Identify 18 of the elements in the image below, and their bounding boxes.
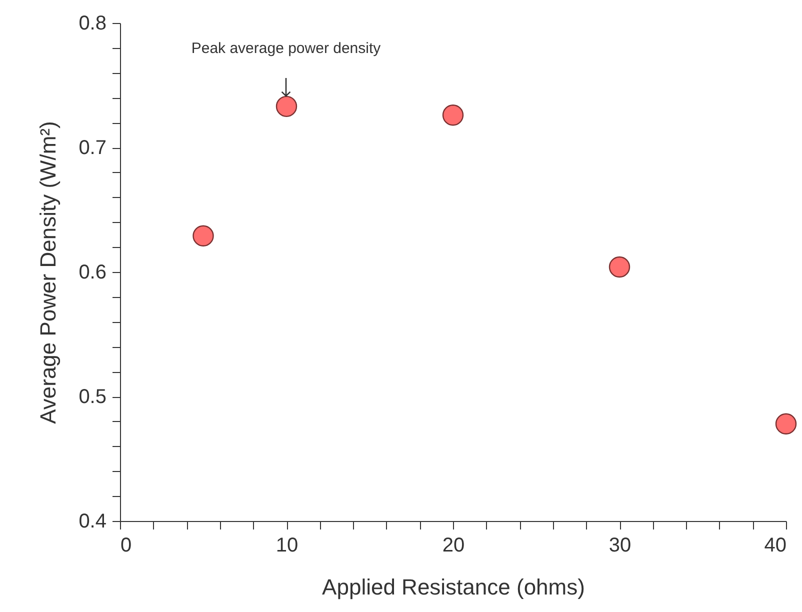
point	[192, 225, 214, 246]
point	[775, 413, 797, 434]
x-tick-label: 0	[120, 534, 132, 556]
x-tick-label: 40	[764, 534, 786, 556]
y-tick-label: 0.6	[78, 262, 106, 284]
y-tick-label: 0.8	[78, 12, 106, 34]
x-tick-label: 30	[608, 534, 632, 556]
y-tick-label: 0.5	[78, 386, 106, 408]
x-tick-label: 10	[276, 534, 298, 556]
y-tick-label: 0.7	[78, 137, 106, 159]
y-tick-label: 0.4	[78, 510, 106, 532]
point	[608, 256, 630, 278]
x-tick-label: 20	[442, 534, 465, 556]
x-axis-title: Applied Resistance (ohms)	[322, 574, 585, 600]
point	[276, 96, 298, 117]
y-axis-title: Average Power Density (W/m²)	[36, 121, 61, 424]
point	[442, 104, 464, 126]
annotation: Peak average power density	[191, 40, 382, 57]
